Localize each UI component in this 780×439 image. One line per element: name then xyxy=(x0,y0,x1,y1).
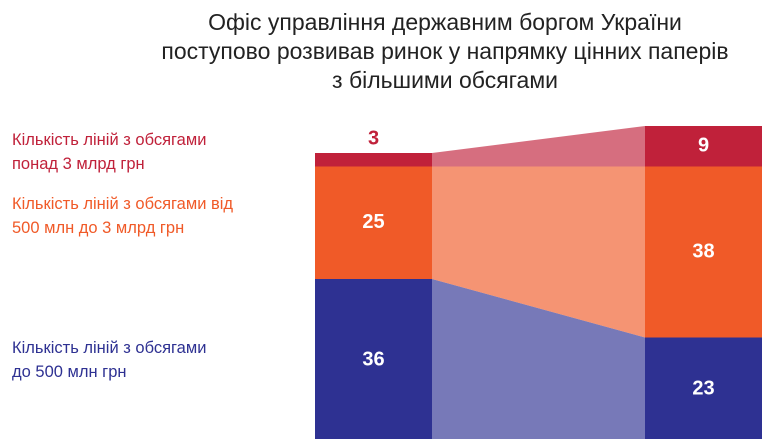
data-label: 9 xyxy=(698,135,709,157)
bar-segment xyxy=(645,166,762,338)
bar-segment xyxy=(645,126,762,167)
connector xyxy=(432,166,645,338)
bar-segment xyxy=(315,166,432,279)
data-label: 36 xyxy=(362,348,384,370)
data-label: 3 xyxy=(368,127,379,149)
chart-title: Офіс управління державним боргом України… xyxy=(161,9,729,93)
connector xyxy=(432,126,645,167)
legend-entry: Кількість ліній з обсягами до 500 млн гр… xyxy=(12,339,207,381)
data-label: 38 xyxy=(692,240,714,262)
data-label: 25 xyxy=(362,211,384,233)
legend-entry: Кількість ліній з обсягами понад 3 млрд … xyxy=(12,131,207,173)
bar-segment xyxy=(315,153,432,167)
legend-entry: Кількість ліній з обсягами від 500 млн д… xyxy=(12,195,234,237)
bar-segment xyxy=(315,279,432,439)
connector xyxy=(432,279,645,439)
data-label: 23 xyxy=(692,378,714,400)
bar-segment xyxy=(645,337,762,439)
